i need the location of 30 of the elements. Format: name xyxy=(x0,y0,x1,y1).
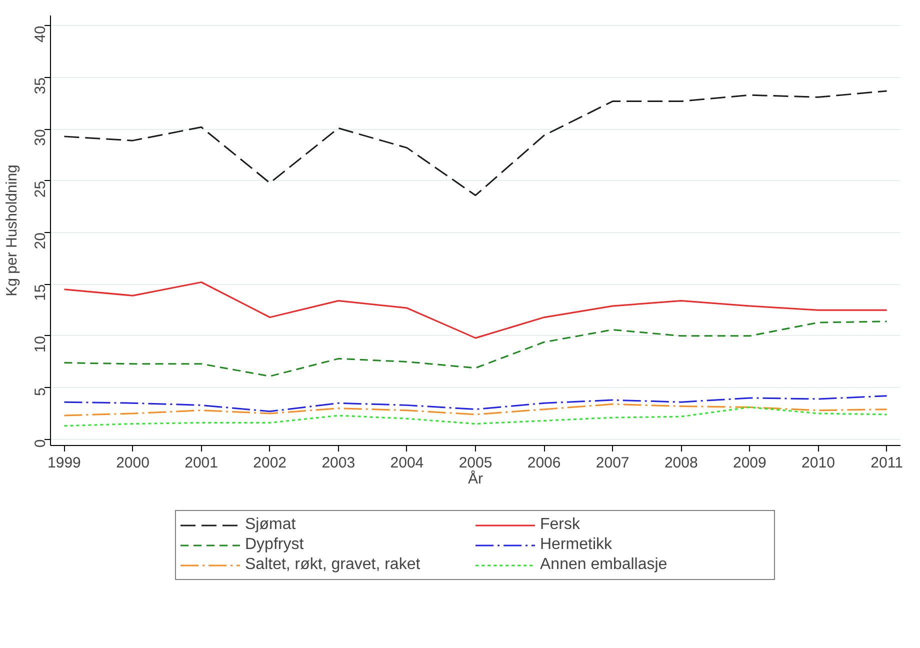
x-tick-label: 2005 xyxy=(458,454,492,472)
legend-label: Hermetikk xyxy=(540,536,614,554)
legend-label: Sjømat xyxy=(245,516,297,534)
y-tick-label: 30 xyxy=(32,129,49,146)
y-tick-label: 20 xyxy=(32,232,49,250)
x-tick-label: 2003 xyxy=(322,454,356,472)
x-tick-label: 2004 xyxy=(390,454,424,472)
x-tick-label: 2001 xyxy=(184,454,218,472)
x-tick-label: 1999 xyxy=(48,454,81,472)
legend-label: Annen emballasje xyxy=(540,556,668,574)
y-tick-label: 15 xyxy=(32,284,49,301)
y-tick-label: 0 xyxy=(32,439,49,448)
legend-label: Saltet, røkt, gravet, raket xyxy=(245,556,422,574)
x-tick-label: 2002 xyxy=(253,454,287,472)
x-tick-label: 2011 xyxy=(870,454,903,472)
x-tick-label: 2008 xyxy=(664,454,698,472)
y-axis-title: Kg per Husholdning xyxy=(4,164,20,296)
x-tick-label: 2006 xyxy=(527,454,561,472)
y-tick-label: 35 xyxy=(32,78,49,94)
x-tick-label: 2010 xyxy=(802,454,835,472)
x-tick-label: 2007 xyxy=(596,454,630,472)
y-tick-label: 10 xyxy=(32,336,49,353)
y-tick-label: 5 xyxy=(32,388,49,396)
x-tick-label: 2000 xyxy=(116,454,150,472)
legend-label: Fersk xyxy=(540,516,581,534)
y-tick-label: 40 xyxy=(32,26,49,43)
x-axis-title: År xyxy=(468,470,484,488)
y-tick-label: 25 xyxy=(32,180,49,198)
x-tick-label: 2009 xyxy=(733,454,766,472)
legend-label: Dypfryst xyxy=(245,536,305,554)
